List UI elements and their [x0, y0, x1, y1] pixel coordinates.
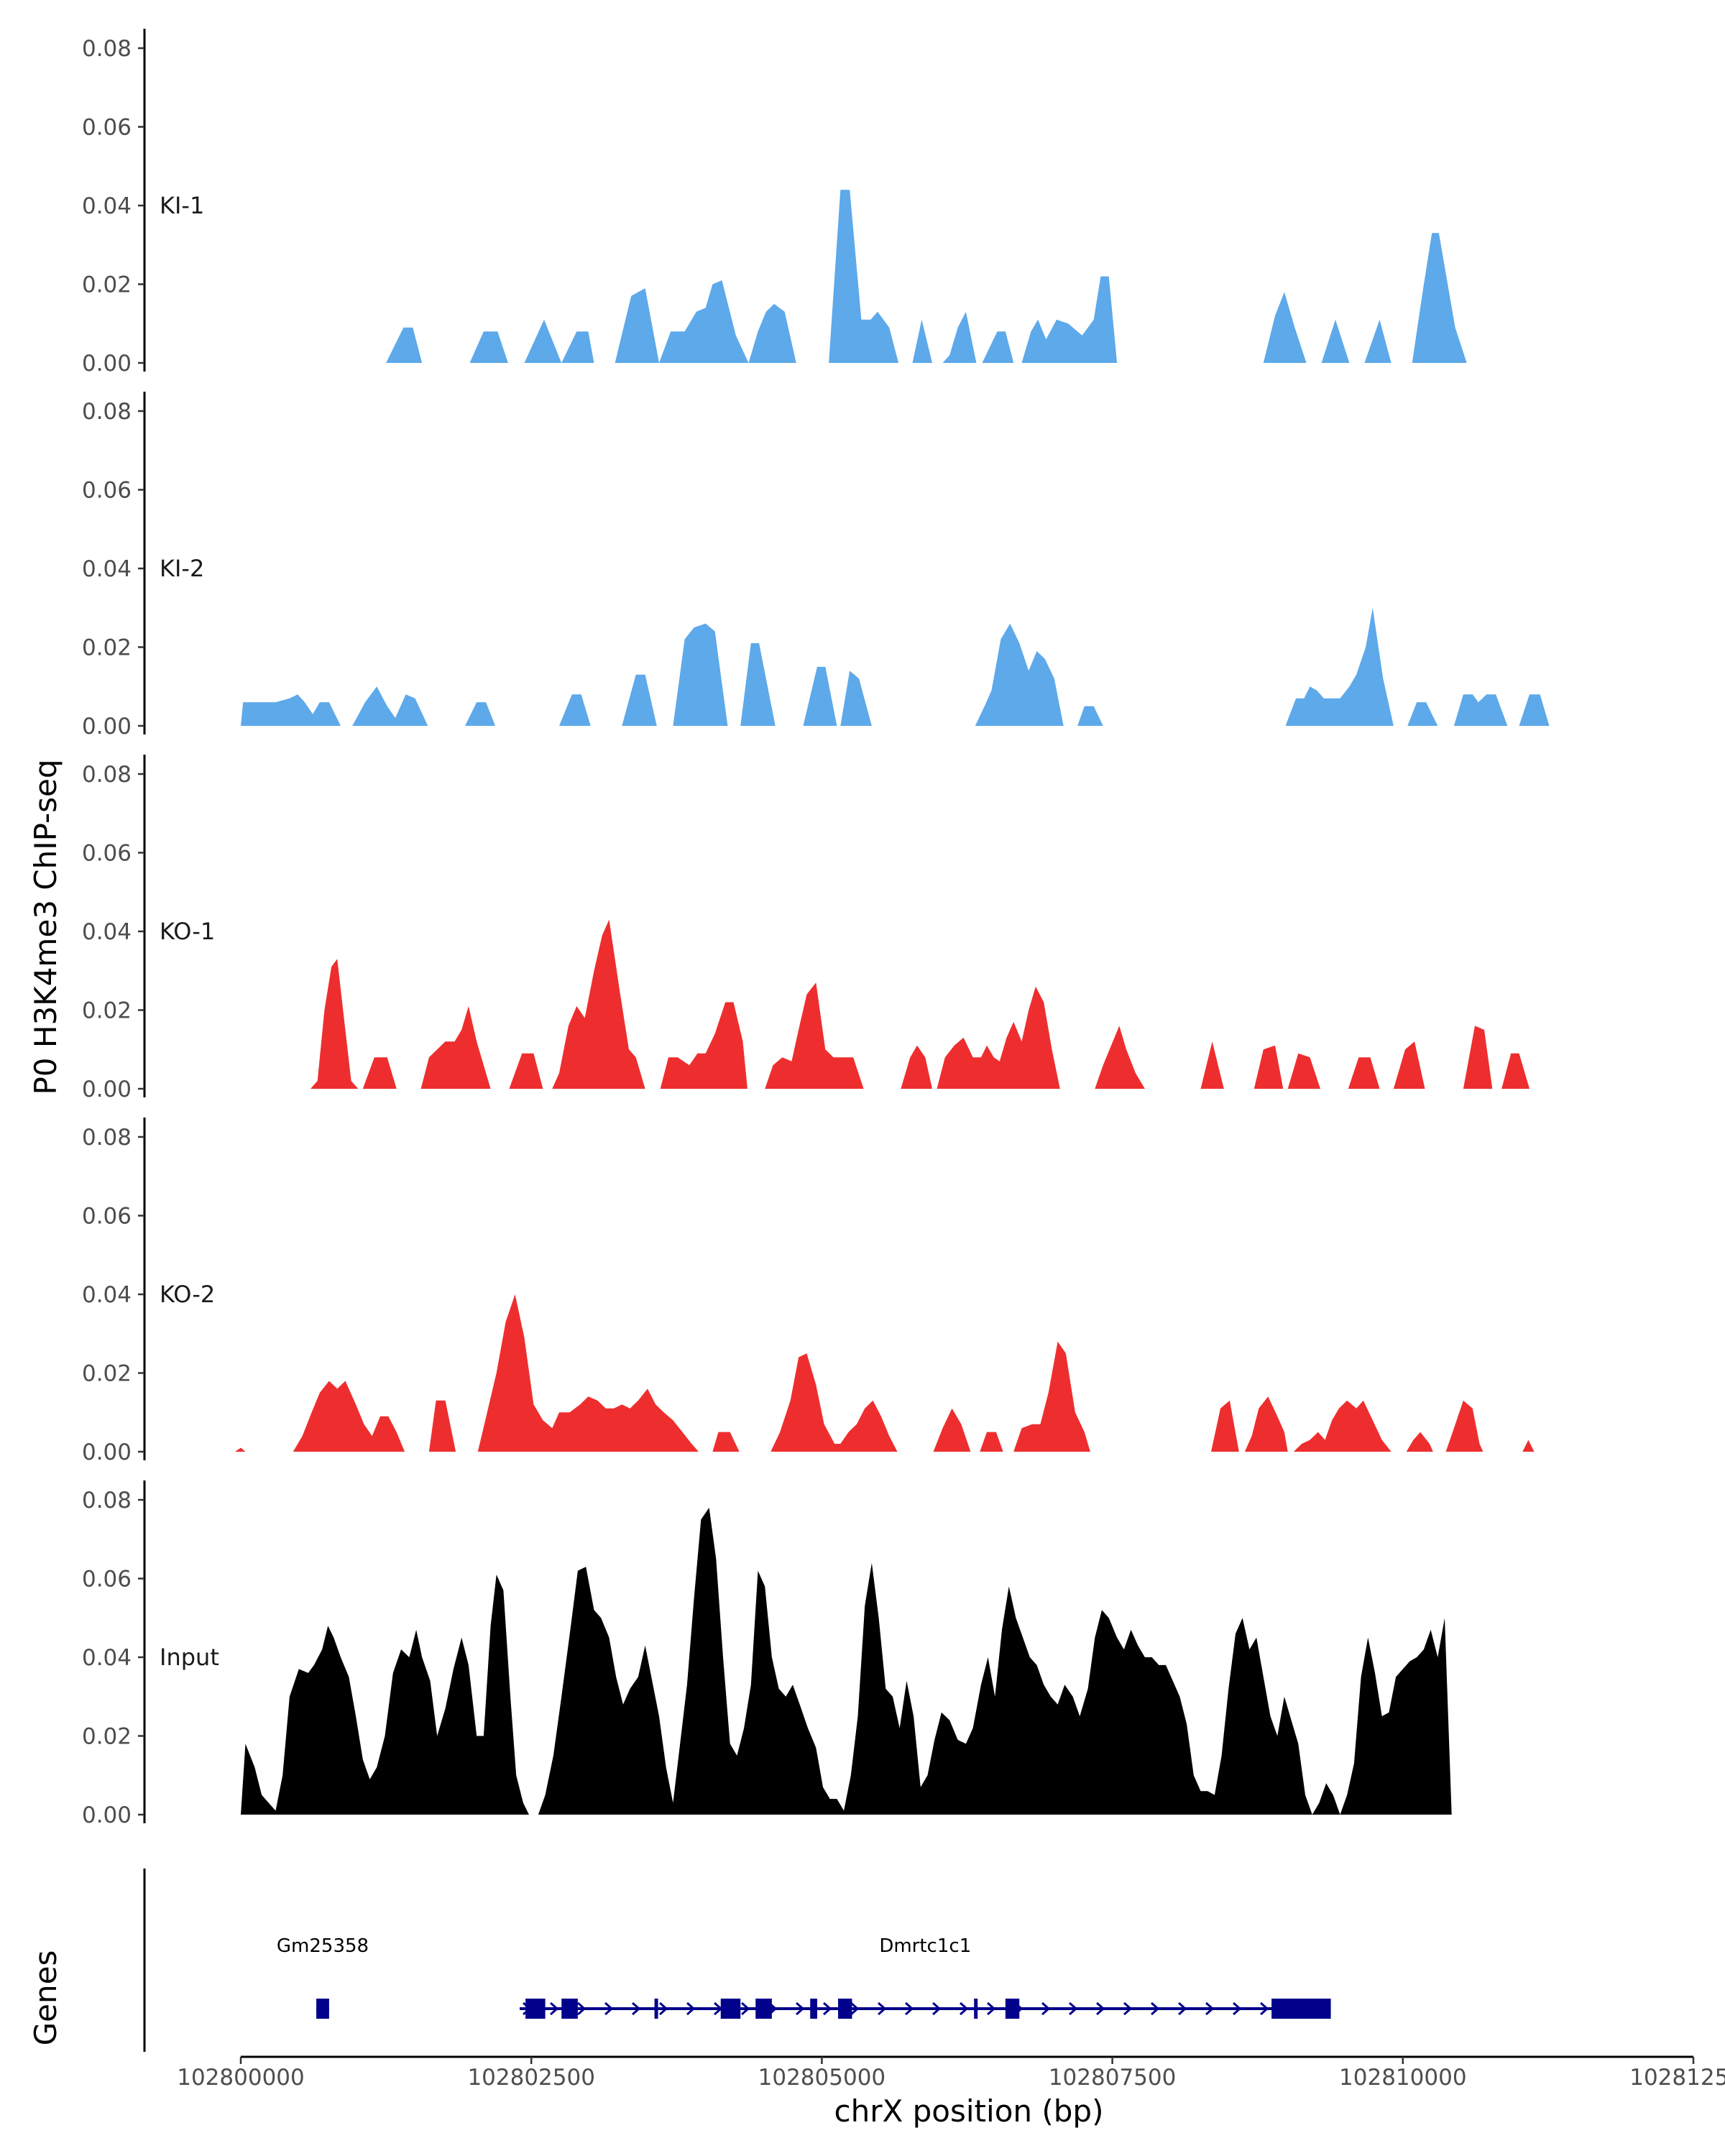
- x-tick-label: 102800000: [177, 2065, 305, 2091]
- gene-exon: [838, 1999, 852, 2019]
- track-label: KO-1: [160, 918, 215, 945]
- strand-arrow: [659, 2001, 668, 2016]
- track-ko-1: 0.00 0.02 0.04 0.06 0.08 KO-1: [82, 755, 1530, 1102]
- y-tick-label: 0.08: [82, 36, 132, 62]
- genes-axis-title: Genes: [28, 1950, 63, 2046]
- y-tick-label: 0.04: [82, 1282, 132, 1308]
- y-tick-label: 0.04: [82, 193, 132, 219]
- y-tick-label: 0.06: [82, 1567, 132, 1593]
- strand-arrow: [932, 2001, 942, 2016]
- gene-label: Dmrtc1c1: [879, 1935, 971, 1957]
- y-tick-label: 0.06: [82, 478, 132, 504]
- x-tick-label: 102802500: [467, 2065, 595, 2091]
- strand-arrow: [850, 2001, 860, 2016]
- strand-arrow: [1178, 2001, 1187, 2016]
- y-tick-label: 0.02: [82, 272, 132, 298]
- y-tick-label: 0.02: [82, 635, 132, 661]
- y-tick-label: 0.02: [82, 1361, 132, 1387]
- gene-exon: [720, 1999, 741, 2019]
- y-tick-label: 0.00: [82, 351, 132, 377]
- signal-area-ko-1: [310, 919, 1530, 1089]
- strand-arrow: [632, 2001, 641, 2016]
- strand-arrow: [1123, 2001, 1133, 2016]
- signal-tracks: 0.00 0.02 0.04 0.06 0.08 KI-1 0.00 0.02 0.04 0.06…: [82, 29, 1550, 1828]
- strand-arrow: [796, 2001, 805, 2016]
- signal-area-ki-2: [241, 607, 1550, 726]
- y-tick-label: 0.08: [82, 399, 132, 425]
- strand-arrow: [1069, 2001, 1078, 2016]
- track-input: 0.00 0.02 0.04 0.06 0.08 Input: [82, 1480, 1453, 1828]
- y-tick-label: 0.04: [82, 1645, 132, 1671]
- strand-arrow: [741, 2001, 750, 2016]
- y-tick-label: 0.04: [82, 919, 132, 945]
- gene-track: Gm25358 Dmrtc1c1: [143, 1869, 1331, 2052]
- strand-arrow: [1260, 2001, 1269, 2016]
- y-tick-label: 0.08: [82, 1488, 132, 1514]
- gene-gm25358: Gm25358: [277, 1935, 369, 2019]
- track-label: KI-1: [160, 192, 204, 219]
- strand-arrow: [1151, 2001, 1160, 2016]
- gene-exon: [1005, 1999, 1020, 2019]
- gene-exon: [1271, 1999, 1331, 2019]
- y-tick-label: 0.02: [82, 1724, 132, 1750]
- track-ki-2: 0.00 0.02 0.04 0.06 0.08 KI-2: [82, 392, 1550, 740]
- gene-exon: [561, 1999, 578, 2019]
- y-tick-label: 0.06: [82, 1204, 132, 1230]
- strand-arrow: [577, 2001, 586, 2016]
- track-label: KI-2: [160, 555, 204, 582]
- strand-arrow: [550, 2001, 559, 2016]
- y-tick-label: 0.02: [82, 998, 132, 1024]
- x-tick-label: 102805000: [758, 2065, 886, 2091]
- y-tick-label: 0.00: [82, 714, 132, 740]
- strand-arrow: [878, 2001, 887, 2016]
- y-tick-label: 0.08: [82, 1125, 132, 1151]
- x-tick-label: 102807500: [1049, 2065, 1177, 2091]
- strand-arrow: [604, 2001, 614, 2016]
- y-axis-title: P0 H3K4me3 ChIP-seq: [28, 759, 63, 1095]
- strand-arrow: [960, 2001, 969, 2016]
- x-axis: 102800000 102802500 102805000 102807500 1028…: [177, 2055, 1725, 2091]
- gene-exon: [755, 1999, 772, 2019]
- track-ki-1: 0.00 0.02 0.04 0.06 0.08 KI-1: [82, 29, 1467, 377]
- gene-exon: [654, 1999, 658, 2019]
- strand-arrow: [686, 2001, 696, 2016]
- gene-exon: [974, 1999, 978, 2019]
- x-axis-title: chrX position (bp): [834, 2093, 1104, 2129]
- gene-dmrtc1c1: Dmrtc1c1: [520, 1935, 1331, 2019]
- y-tick-label: 0.06: [82, 841, 132, 867]
- strand-arrow: [823, 2001, 832, 2016]
- strand-arrow: [1041, 2001, 1051, 2016]
- strand-arrow: [987, 2001, 996, 2016]
- gene-label: Gm25358: [277, 1935, 369, 1957]
- strand-arrow: [1233, 2001, 1242, 2016]
- signal-area-ko-2: [234, 1294, 1535, 1452]
- x-tick-label: 102810000: [1339, 2065, 1467, 2091]
- signal-area-input: [241, 1507, 1453, 1815]
- gene-exon: [316, 1999, 329, 2019]
- x-tick-label: 102812500: [1629, 2065, 1725, 2091]
- signal-area-ki-1: [386, 190, 1467, 363]
- gene-exon: [810, 1999, 817, 2019]
- y-tick-label: 0.00: [82, 1802, 132, 1828]
- track-label: KO-2: [160, 1281, 215, 1308]
- track-label: Input: [160, 1644, 219, 1671]
- y-tick-label: 0.06: [82, 115, 132, 141]
- track-ko-2: 0.00 0.02 0.04 0.06 0.08 KO-2: [82, 1118, 1535, 1465]
- gene-exon: [525, 1999, 546, 2019]
- y-tick-label: 0.04: [82, 556, 132, 582]
- strand-arrow: [1205, 2001, 1215, 2016]
- y-tick-label: 0.00: [82, 1439, 132, 1465]
- strand-arrow: [905, 2001, 914, 2016]
- y-tick-label: 0.00: [82, 1077, 132, 1102]
- strand-arrow: [1096, 2001, 1105, 2016]
- y-tick-label: 0.08: [82, 762, 132, 788]
